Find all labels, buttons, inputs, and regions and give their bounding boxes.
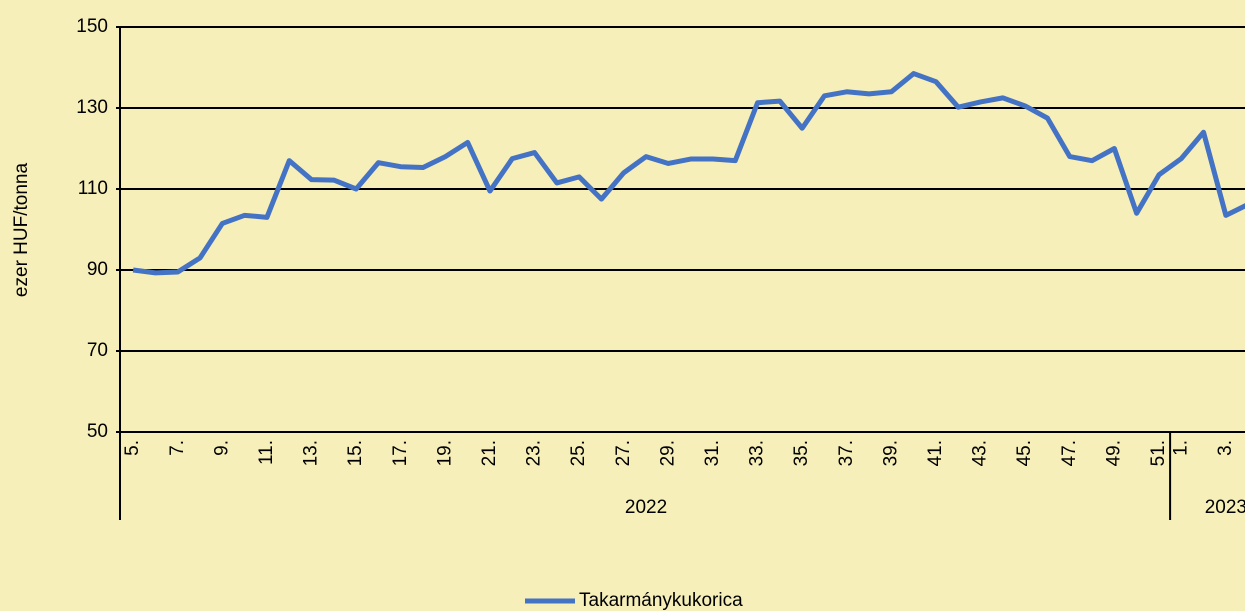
legend-label: Takarmánykukorica <box>579 590 743 611</box>
x-tick-label: 11. <box>256 440 277 465</box>
x-tick-label: 9. <box>211 440 232 456</box>
x-tick-label: 7. <box>167 440 188 456</box>
x-tick-label: 39. <box>880 440 901 466</box>
x-tick-label: 45. <box>1014 440 1035 466</box>
y-tick-label: 150 <box>76 16 108 37</box>
x-tick-label: 51. <box>1148 440 1169 466</box>
group-label: 2023 <box>1205 497 1245 518</box>
x-tick-label: 5. <box>122 440 143 456</box>
x-tick-label: 21. <box>479 440 500 466</box>
group-label: 2022 <box>625 497 667 518</box>
x-tick-label: 13. <box>301 440 322 466</box>
x-tick-label: 49. <box>1103 440 1124 466</box>
x-tick-label: 19. <box>434 440 455 466</box>
x-tick-label: 3. <box>1215 440 1236 456</box>
y-tick-label: 90 <box>87 259 108 280</box>
x-tick-label: 23. <box>524 440 545 466</box>
x-tick-label: 1. <box>1170 440 1191 456</box>
x-tick-label: 27. <box>613 440 634 466</box>
x-tick-label: 43. <box>970 440 991 466</box>
y-tick-label: 70 <box>87 340 108 361</box>
y-tick-label: 110 <box>78 178 108 199</box>
x-tick-label: 17. <box>390 440 411 466</box>
x-tick-label: 29. <box>657 440 678 466</box>
x-tick-label: 25. <box>568 440 589 466</box>
y-tick-label: 50 <box>87 421 108 442</box>
y-tick-label: 130 <box>76 97 108 118</box>
x-tick-label: 41. <box>925 440 946 466</box>
y-axis-label: ezer HUF/tonna <box>11 163 32 298</box>
x-tick-label: 31. <box>702 440 723 466</box>
x-tick-label: 37. <box>836 440 857 466</box>
data-line <box>132 71 1245 276</box>
x-tick-label: 35. <box>791 440 812 466</box>
x-tick-label: 33. <box>747 440 768 466</box>
x-tick-label: 47. <box>1059 440 1080 466</box>
x-tick-label: 15. <box>345 440 366 466</box>
